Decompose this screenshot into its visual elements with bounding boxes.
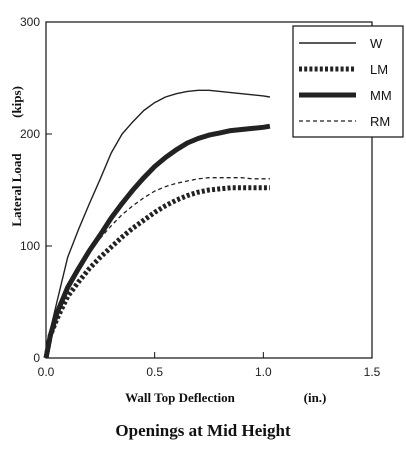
legend-label-lm: LM (370, 62, 388, 77)
x-axis-unit: (in.) (304, 390, 327, 405)
series-line-rm (45, 177, 270, 359)
y-tick-label: 0 (33, 351, 40, 365)
legend-label-rm: RM (370, 114, 390, 129)
y-axis-title: Lateral Load (9, 153, 24, 227)
figure-caption: Openings at Mid Height (115, 421, 291, 440)
x-tick-label: 0.0 (38, 365, 55, 379)
legend-label-mm: MM (370, 88, 392, 103)
x-axis-title: Wall Top Deflection (125, 390, 236, 405)
series-line-lm (43, 185, 270, 359)
plot-frame (45, 21, 373, 359)
legend-label-w: W (370, 36, 383, 51)
y-tick-label: 300 (20, 15, 40, 29)
y-axis: 0 100 200 300 (20, 15, 52, 365)
y-axis-unit: (kips) (9, 86, 24, 118)
x-tick-label: 1.5 (364, 365, 381, 379)
legend-box (292, 25, 404, 138)
series-line-mm (43, 123, 271, 359)
x-tick-label: 1.0 (255, 365, 272, 379)
series-lines (43, 89, 271, 359)
series-line-w (45, 89, 271, 359)
x-axis: 0.0 0.5 1.0 1.5 (38, 352, 381, 379)
x-tick-label: 0.5 (146, 365, 163, 379)
y-tick-label: 200 (20, 127, 40, 141)
legend: W LM MM RM (292, 25, 404, 138)
y-tick-label: 100 (20, 239, 40, 253)
